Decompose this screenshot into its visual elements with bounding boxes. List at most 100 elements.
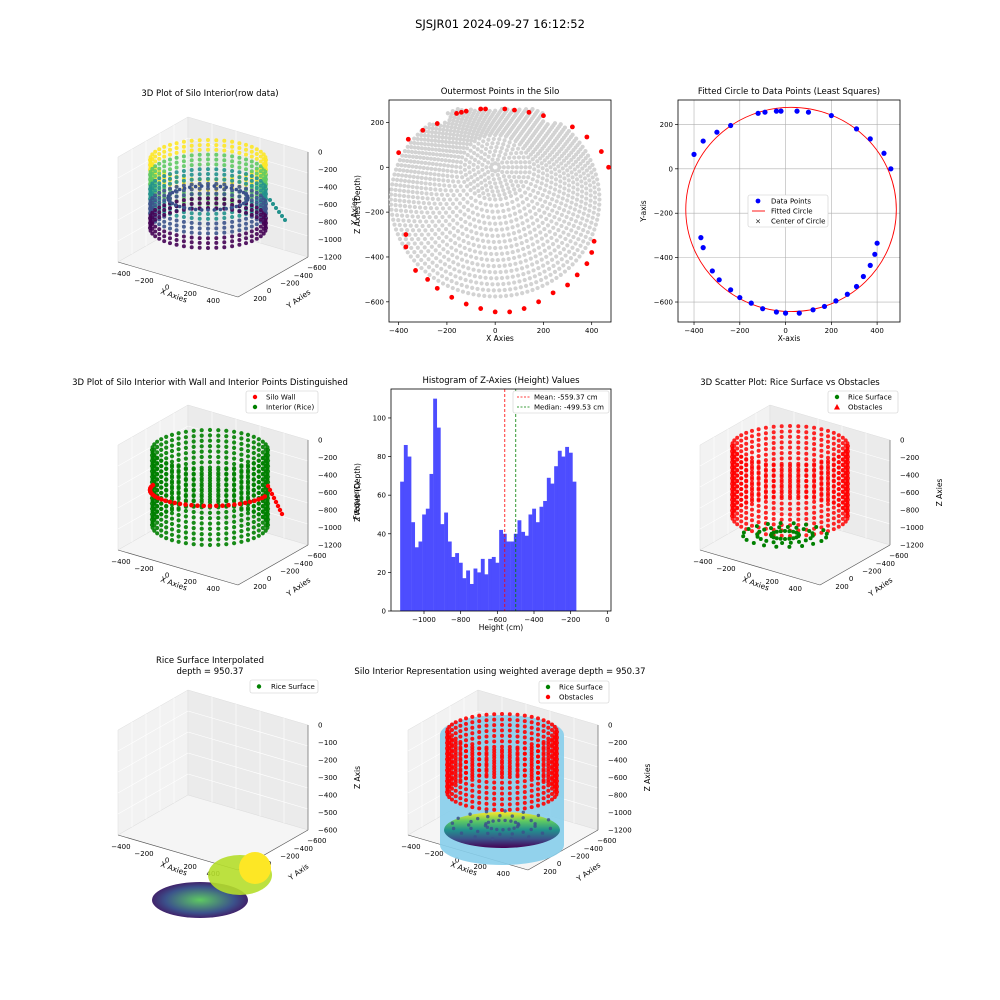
interior-point <box>461 145 466 151</box>
panel-3d-rice-vs-obstacles: 3D Scatter Plot: Rice Surface vs Obstacl… <box>693 378 944 599</box>
outer-point <box>512 107 517 113</box>
rice-surface-point <box>521 830 525 834</box>
interior-rice-point <box>245 438 251 443</box>
rice-surface-point <box>497 818 501 823</box>
raw-point <box>157 227 162 232</box>
interior-point <box>482 158 487 163</box>
obstacle-point <box>826 461 830 466</box>
raw-point <box>214 221 219 226</box>
x-tick-label: 200 <box>765 578 778 586</box>
obstacle-point <box>529 720 534 725</box>
outer-point <box>569 124 575 130</box>
obstacle-point <box>492 723 497 728</box>
interior-rice-point <box>256 517 261 522</box>
y-tick-label: 0 <box>557 860 561 868</box>
interior-point <box>590 215 595 220</box>
raw-point <box>230 169 235 173</box>
raw-point <box>197 167 202 172</box>
interior-point <box>427 215 432 220</box>
interior-point <box>423 228 428 233</box>
interior-rice-point <box>216 526 221 531</box>
interior-rice-point <box>265 498 270 503</box>
interior-point <box>438 123 443 128</box>
interior-point <box>426 264 432 270</box>
interior-rice-point <box>216 471 221 476</box>
interior-point <box>421 165 426 170</box>
interior-rice-point <box>155 509 160 514</box>
rice-surface-point <box>771 530 776 535</box>
raw-point <box>199 184 204 188</box>
z-tick-label: −400 <box>900 472 919 480</box>
raw-point <box>189 202 194 206</box>
interior-point <box>535 108 540 114</box>
interior-point <box>566 188 571 193</box>
obstacle-point <box>831 474 836 478</box>
obstacle-point <box>507 780 512 785</box>
raw-point <box>258 234 263 239</box>
interior-point <box>510 249 515 255</box>
interior-point <box>561 171 566 176</box>
interior-point <box>561 247 566 252</box>
legend-marker-interior <box>252 404 258 410</box>
interior-point <box>495 209 501 214</box>
interior-point <box>410 194 416 200</box>
obstacle-point <box>788 517 792 522</box>
silo-wall-point <box>214 503 219 509</box>
interior-point <box>401 168 406 173</box>
interior-rice-point <box>256 474 261 479</box>
interior-point <box>423 160 428 166</box>
interior-rice-point <box>239 523 244 528</box>
obstacle-point <box>796 445 801 450</box>
raw-point <box>263 174 268 179</box>
obstacle-point <box>554 771 559 776</box>
grid-line <box>187 425 309 462</box>
obstacle-point <box>771 457 776 462</box>
z-tick-label: 0 <box>318 722 322 730</box>
obstacle-point <box>826 498 830 503</box>
interior-point <box>578 243 583 248</box>
obstacle-point <box>546 753 551 757</box>
interior-point <box>504 148 509 153</box>
x-tick-label: 400 <box>789 585 802 593</box>
interior-point <box>430 252 435 257</box>
interior-point <box>578 221 583 226</box>
rice-surface-point <box>764 538 769 543</box>
obstacle-point <box>477 768 482 773</box>
raw-point <box>177 204 182 209</box>
interior-point <box>486 215 491 220</box>
interior-point <box>468 107 473 112</box>
rice-surface-point <box>509 819 513 823</box>
y-axis-label: Y Axies <box>284 287 312 311</box>
interior-point <box>455 133 460 138</box>
interior-rice-point <box>207 444 213 449</box>
interior-point <box>443 218 448 224</box>
interior-point <box>583 163 588 168</box>
interior-point <box>562 176 567 181</box>
x-tick-label: 0 <box>605 616 609 624</box>
z-tick-label: −400 <box>318 472 337 480</box>
interior-point <box>431 122 436 127</box>
interior-point <box>512 155 517 160</box>
interior-point <box>495 189 500 194</box>
interior-point <box>581 227 586 233</box>
interior-rice-point <box>191 428 196 433</box>
obstacle-point <box>779 494 784 499</box>
interior-point <box>538 214 544 219</box>
raw-point <box>214 191 219 196</box>
raw-point <box>258 169 263 174</box>
interior-point <box>431 210 436 215</box>
obstacle-point <box>750 445 754 449</box>
obstacle-point <box>458 734 463 739</box>
interior-point <box>571 223 576 228</box>
data-point <box>762 109 768 115</box>
outer-point <box>606 164 611 170</box>
raw-point <box>214 143 219 148</box>
interior-point <box>455 287 460 293</box>
raw-point <box>168 162 172 167</box>
raw-point <box>214 236 219 241</box>
raw-point <box>224 185 228 190</box>
obstacle-point <box>836 470 841 475</box>
obstacle-point <box>756 481 761 485</box>
interior-rice-point <box>169 532 175 537</box>
raw-point <box>193 207 198 212</box>
